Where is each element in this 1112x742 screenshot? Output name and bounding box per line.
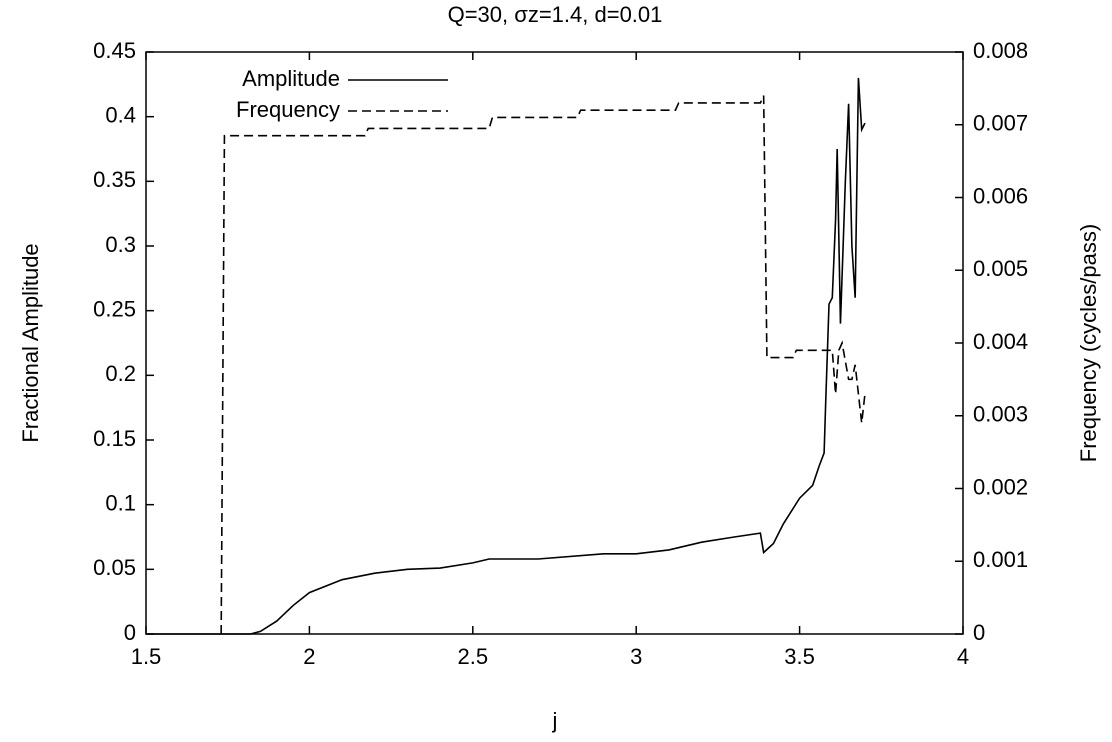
y-axis-label: Fractional Amplitude [18,243,43,442]
y2-tick-label: 0.001 [973,547,1028,572]
x-tick-label: 3.5 [784,644,815,669]
y-tick-label: 0.35 [93,167,136,192]
y-tick-label: 0.45 [93,38,136,63]
y-tick-label: 0.3 [105,232,136,257]
legend-label: Amplitude [242,66,340,91]
y2-axis-label: Frequency (cycles/pass) [1076,224,1101,462]
y2-tick-label: 0.003 [973,402,1028,427]
y-tick-label: 0.15 [93,426,136,451]
y-tick-label: 0.05 [93,555,136,580]
y-tick-label: 0.4 [105,102,136,127]
y-tick-label: 0 [124,620,136,645]
x-tick-label: 2.5 [458,644,489,669]
y2-tick-label: 0.007 [973,111,1028,136]
y2-tick-label: 0 [973,620,985,645]
x-tick-label: 2 [303,644,315,669]
series-line [146,77,866,635]
x-axis-label: j [552,708,558,733]
y2-tick-label: 0.002 [973,474,1028,499]
y2-tick-label: 0.006 [973,183,1028,208]
y2-tick-label: 0.004 [973,329,1028,354]
chart-title: Q=30, σz=1.4, d=0.01 [448,2,663,27]
plot-frame [145,51,964,635]
series-line [220,95,866,635]
y-tick-label: 0.25 [93,296,136,321]
y2-tick-label: 0.005 [973,256,1028,281]
y-tick-label: 0.1 [105,490,136,515]
y2-tick-label: 0.008 [973,38,1028,63]
y-tick-label: 0.2 [105,361,136,386]
legend-label: Frequency [236,97,340,122]
x-tick-label: 1.5 [131,644,162,669]
x-tick-label: 4 [957,644,969,669]
x-tick-label: 3 [630,644,642,669]
